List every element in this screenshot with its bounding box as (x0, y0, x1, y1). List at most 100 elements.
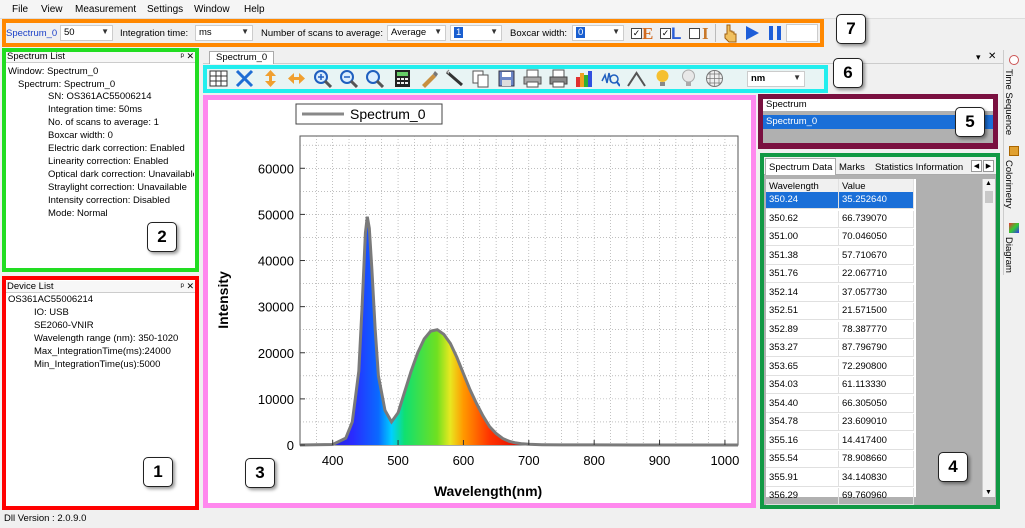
print-icon[interactable] (549, 69, 568, 88)
table-cell[interactable]: 34.140830 (839, 469, 914, 487)
x-tick-label: 500 (387, 453, 409, 468)
menu-file[interactable]: File (12, 4, 29, 15)
table-cell[interactable]: 69.760960 (839, 488, 914, 505)
table-cell[interactable]: 61.113330 (839, 377, 914, 394)
toolbar-blank-field[interactable] (786, 24, 818, 42)
intensity-checkbox[interactable] (689, 28, 700, 39)
annotation-box-7 (2, 19, 824, 47)
integration-unit-select[interactable]: ms ▼ (195, 25, 253, 41)
menu-view[interactable]: View (41, 4, 63, 15)
side-tab-diagram[interactable]: Diagram (1003, 223, 1022, 275)
table-cell[interactable]: 350.62 (766, 210, 839, 228)
table-cell[interactable]: 354.78 (766, 414, 839, 431)
table-cell[interactable]: 351.00 (766, 229, 839, 246)
menu-window[interactable]: Window (194, 4, 230, 15)
table-cell[interactable]: 22.067710 (839, 266, 914, 283)
table-cell[interactable]: 35.252640 (839, 192, 914, 209)
table-cell[interactable]: 14.417400 (839, 432, 914, 450)
menu-settings[interactable]: Settings (147, 4, 184, 15)
table-cell[interactable]: 353.27 (766, 340, 839, 357)
electric-dark-e-icon[interactable]: E (642, 24, 654, 43)
menu-bar: File View Measurement Settings Window He… (0, 0, 1025, 19)
table-cell[interactable]: 57.710670 (839, 247, 914, 265)
table-cell[interactable]: 78.387770 (839, 321, 914, 339)
annotation-badge-6: 6 (833, 58, 863, 88)
tab-marks[interactable]: Marks (839, 162, 865, 173)
intensity-i-icon[interactable]: I (702, 24, 709, 43)
zoom-reset-icon[interactable] (365, 69, 384, 88)
boxcar-value-select[interactable]: 0 ▼ (572, 25, 624, 41)
menu-measurement[interactable]: Measurement (75, 4, 137, 15)
tab-spectrum-data[interactable]: Spectrum Data (765, 158, 837, 175)
table-cell[interactable]: 354.40 (766, 395, 839, 413)
zoom-out-icon[interactable] (339, 69, 358, 88)
device-min-int: Min_IntegrationTime(us):5000 (34, 359, 161, 370)
save-icon[interactable] (497, 69, 516, 88)
table-cell[interactable]: 352.89 (766, 321, 839, 339)
unit-select[interactable]: nm ▼ (747, 71, 805, 87)
spectrum-selector-item[interactable]: Spectrum_0 (763, 115, 993, 129)
tab-statistics[interactable]: Statistics Information (875, 162, 964, 173)
lightbulb-on-icon[interactable] (653, 69, 672, 88)
linearity-checkbox[interactable]: ✓ (660, 28, 671, 39)
table-cell[interactable]: 72.290800 (839, 358, 914, 376)
table-cell[interactable]: 351.76 (766, 266, 839, 283)
table-cell[interactable]: 21.571500 (839, 303, 914, 320)
hand-pointer-icon[interactable] (721, 23, 739, 43)
tab-dropdown-icon[interactable]: ▾ (976, 52, 981, 62)
line-tool-icon[interactable] (445, 69, 464, 88)
table-cell[interactable]: 66.305050 (839, 395, 914, 413)
menu-help[interactable]: Help (244, 4, 265, 15)
tab-close-icon[interactable]: ✕ (988, 51, 997, 62)
chart-legend: Spectrum_0 (295, 103, 443, 125)
copy-icon[interactable] (471, 69, 490, 88)
table-cell[interactable]: 87.796790 (839, 340, 914, 357)
tab-scroll-left-icon[interactable]: ◀ (971, 160, 982, 172)
marker-pen-icon[interactable] (419, 69, 438, 88)
side-tab-time-sequence[interactable]: Time Sequence (1003, 55, 1022, 137)
lightbulb-off-icon[interactable] (679, 69, 698, 88)
table-cell[interactable]: 70.046050 (839, 229, 914, 246)
tree-spectrum-node[interactable]: Spectrum: Spectrum_0 (18, 79, 116, 90)
table-cell[interactable]: 351.38 (766, 247, 839, 265)
tab-scroll-right-icon[interactable]: ▶ (983, 160, 994, 172)
device-node[interactable]: OS361AC55006214 (8, 294, 94, 305)
table-cell[interactable]: 356.29 (766, 488, 839, 505)
tab-spectrum-0[interactable]: Spectrum_0 (209, 51, 275, 64)
table-cell[interactable]: 352.14 (766, 284, 839, 302)
pause-icon[interactable] (767, 24, 783, 42)
table-cell[interactable]: 37.057730 (839, 284, 914, 302)
zoom-in-icon[interactable] (313, 69, 332, 88)
color-spectrum-icon[interactable] (575, 69, 594, 88)
grid-globe-icon[interactable] (705, 69, 724, 88)
fit-vertical-icon[interactable] (261, 69, 280, 88)
table-cell[interactable]: 23.609010 (839, 414, 914, 431)
peak-search-icon[interactable] (601, 69, 620, 88)
table-cell[interactable]: 355.16 (766, 432, 839, 450)
table-cell[interactable]: 354.03 (766, 377, 839, 394)
linearity-l-icon[interactable]: L (671, 24, 682, 43)
fit-horizontal-icon[interactable] (287, 69, 306, 88)
integration-value-select[interactable]: 50 ▼ (60, 25, 113, 41)
table-view-icon[interactable] (209, 69, 228, 88)
peak-shape-icon[interactable] (627, 69, 646, 88)
electric-dark-checkbox[interactable]: ✓ (631, 28, 642, 39)
spectrum-chart[interactable]: 400 500 600 700 800 900 1000010000200003000040… (208, 100, 751, 503)
table-cell[interactable]: 353.65 (766, 358, 839, 376)
calculator-icon[interactable] (393, 69, 412, 88)
table-cell[interactable]: 350.24 (766, 192, 839, 209)
tree-window-node[interactable]: Window: Spectrum_0 (8, 66, 99, 77)
table-cell[interactable]: 352.51 (766, 303, 839, 320)
table-cell[interactable]: 355.91 (766, 469, 839, 487)
print-preview-icon[interactable] (523, 69, 542, 88)
table-cell[interactable]: 66.739070 (839, 210, 914, 228)
table-cell[interactable]: 78.908660 (839, 451, 914, 468)
data-table-scrollbar[interactable]: ▲ ▼ (982, 179, 995, 497)
play-icon[interactable] (743, 24, 761, 42)
table-cell[interactable]: 355.54 (766, 451, 839, 468)
annotation-badge-5: 5 (955, 107, 985, 137)
scans-value-select[interactable]: 1 ▼ (450, 25, 502, 41)
fit-all-icon[interactable] (235, 69, 254, 88)
side-tab-colorimetry[interactable]: Colorimetry (1003, 146, 1022, 216)
scans-mode-select[interactable]: Average ▼ (387, 25, 446, 41)
